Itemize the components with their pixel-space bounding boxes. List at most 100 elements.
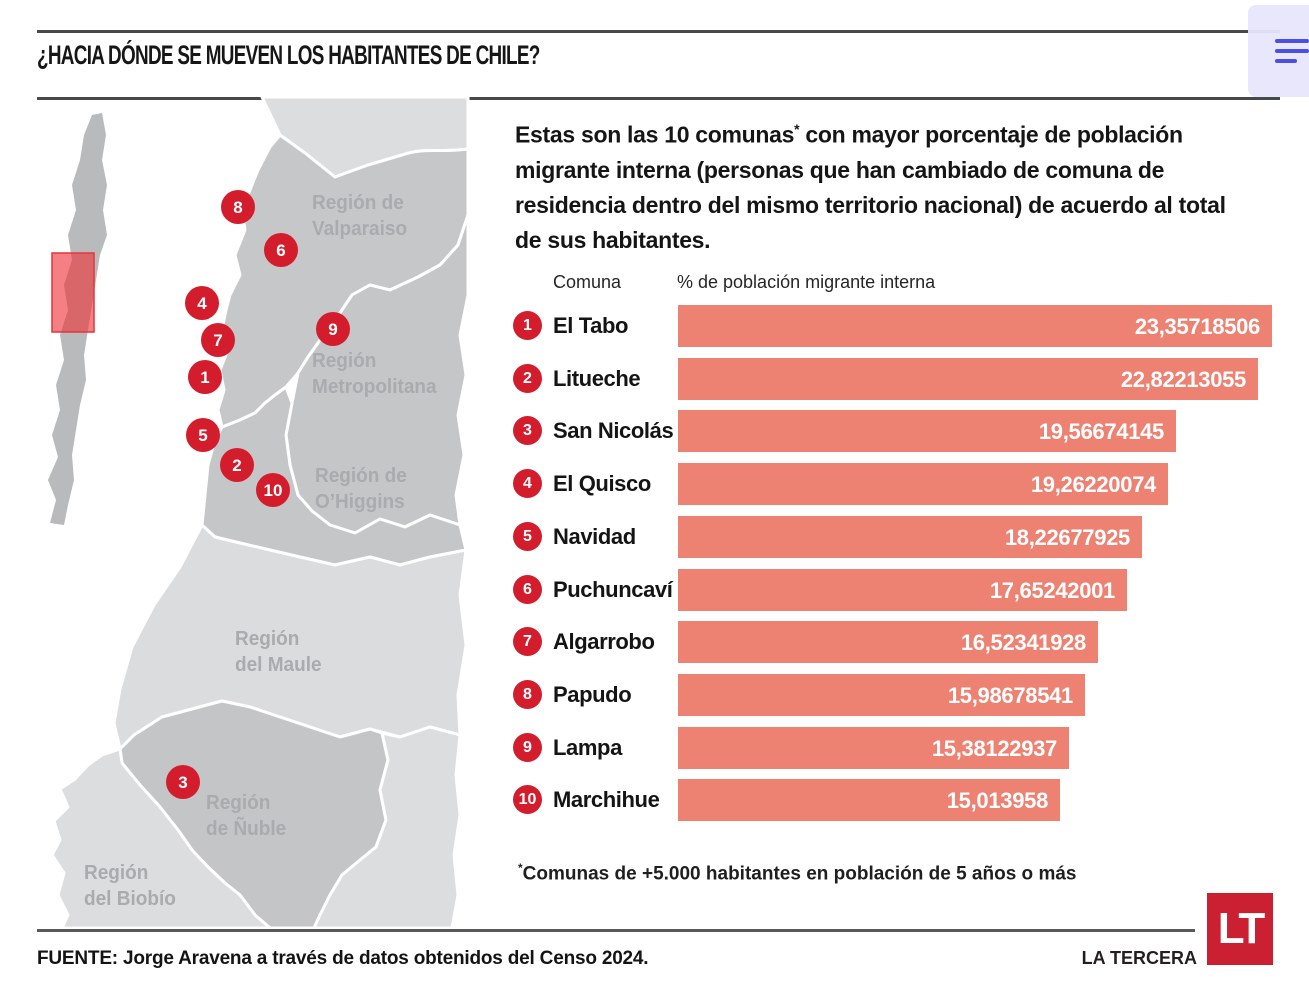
bar-row: 10 Marchihue 15,013958 — [0, 779, 1309, 822]
map-marker-number: 10 — [264, 481, 283, 500]
minimap-highlight-rect — [51, 252, 95, 333]
map-marker-6: 6 — [264, 233, 298, 267]
map-marker-number: 1 — [200, 368, 209, 387]
bar: 15,38122937 — [678, 726, 1069, 769]
map-marker-circle — [220, 448, 254, 482]
column-header-value: % de población migrante interna — [677, 272, 936, 292]
comuna-label: El Quisco — [553, 471, 651, 497]
hamburger-menu-icon — [1275, 39, 1309, 43]
bar: 19,26220074 — [678, 463, 1168, 506]
comuna-label: Litueche — [553, 365, 641, 391]
intro-line: Estas son las 10 comunas* con mayor porc… — [515, 121, 1183, 148]
intro-line: residencia dentro del mismo territorio n… — [515, 191, 1226, 218]
map-label-line: Región — [206, 792, 271, 814]
bar: 17,65242001 — [678, 568, 1127, 611]
bar-value-label: 15,38122937 — [931, 735, 1057, 761]
bar-value-label: 16,52341928 — [960, 630, 1086, 656]
brand-name: LA TERCERA — [1081, 948, 1197, 968]
map-marker-1: 1 — [188, 360, 222, 394]
map-marker-number: 2 — [232, 456, 241, 475]
bar: 18,22677925 — [678, 515, 1142, 558]
map-marker-circle — [188, 360, 222, 394]
map-marker-circle — [256, 473, 290, 507]
map-marker-circle — [316, 312, 350, 346]
bar-row: 3 San Nicolás 19,56674145 — [0, 410, 1309, 453]
map-label-line: de Ñuble — [206, 818, 287, 840]
comuna-label: Navidad — [553, 523, 636, 549]
map-marker-circle — [264, 233, 298, 267]
map-label-line: Metropolitana — [312, 376, 437, 398]
map-marker-number: 4 — [197, 294, 207, 313]
menu-button[interactable] — [1248, 5, 1309, 97]
map-area: 1 2 3 4 5 6 7 8 9 10 Región de Valparaiso Región … — [30, 95, 470, 938]
comuna-label: Marchihue — [553, 787, 660, 813]
map-region-biobio — [50, 747, 272, 930]
bar: 19,56674145 — [678, 410, 1176, 453]
map-marker-number: 9 — [328, 320, 337, 339]
bar-row: 6 Puchuncaví 17,65242001 — [0, 568, 1309, 611]
comuna-label: Lampa — [553, 734, 622, 760]
map-label-line: Región de — [315, 465, 407, 487]
comuna-label: San Nicolás — [553, 418, 674, 444]
asterisk: * — [794, 121, 800, 137]
map-marker-5: 5 — [186, 418, 220, 452]
rank-badge: 1 — [513, 311, 542, 340]
hamburger-menu-icon — [1275, 49, 1309, 53]
map-marker-number: 5 — [198, 426, 207, 445]
intro-line: migrante interna (personas que han cambi… — [515, 156, 1165, 183]
map-label-valparaiso: Región de Valparaiso — [312, 190, 407, 242]
intro-line: de sus habitantes. — [515, 226, 711, 253]
map-marker-circle — [201, 323, 235, 357]
bar-value-label: 18,22677925 — [1004, 524, 1130, 550]
bar: 15,98678541 — [678, 673, 1085, 716]
bar-row: 2 Litueche 22,82213055 — [0, 357, 1309, 400]
comuna-label: Puchuncaví — [553, 576, 673, 602]
map-label-line: del Biobío — [84, 888, 176, 910]
bar-row: 1 El Tabo 23,35718506 — [0, 305, 1309, 347]
bar-value-label: 17,65242001 — [989, 577, 1115, 603]
map-marker-number: 7 — [213, 331, 222, 350]
map-label-line: Valparaiso — [312, 218, 408, 240]
bar-value-label: 15,98678541 — [947, 682, 1073, 708]
map-label-line: Región — [84, 862, 149, 884]
bar: 16,52341928 — [678, 621, 1098, 664]
map-marker-circle — [186, 418, 220, 452]
source-credit: FUENTE: Jorge Aravena a través de datos … — [37, 948, 649, 969]
rank-badge: 9 — [513, 732, 542, 762]
region-map-svg: 1 2 3 4 5 6 7 8 9 10 — [48, 95, 470, 930]
bar-value-label: 15,013958 — [946, 788, 1049, 814]
bar-row: 4 El Quisco 19,26220074 — [0, 463, 1309, 506]
footer-rule — [37, 929, 1195, 932]
map-marker-circle — [185, 286, 219, 320]
map-label-line: del Maule — [235, 654, 322, 676]
header-top-rule — [37, 30, 1280, 33]
bar-row: 7 Algarrobo 16,52341928 — [0, 621, 1309, 664]
asterisk: * — [518, 861, 523, 875]
map-label-metropolitana: Región Metropolitana — [312, 348, 437, 400]
map-marker-4: 4 — [185, 286, 219, 320]
rank-badge: 4 — [513, 469, 542, 499]
map-label-ohiggins: Región de O’Higgins — [315, 463, 407, 515]
map-marker-2: 2 — [220, 448, 254, 482]
map-label-line: Región — [235, 628, 300, 650]
footnote: *Comunas de +5.000 habitantes en poblaci… — [518, 861, 1077, 885]
rank-badge: 8 — [513, 679, 542, 709]
rank-badge: 5 — [513, 521, 542, 551]
rank-badge: 10 — [513, 785, 542, 815]
map-marker-7: 7 — [201, 323, 235, 357]
map-label-maule: Región del Maule — [235, 626, 322, 678]
rank-badge: 3 — [513, 416, 542, 446]
hamburger-menu-icon — [1275, 59, 1297, 63]
map-marker-number: 6 — [276, 241, 285, 260]
rank-badge: 2 — [513, 363, 542, 393]
map-label-biobio: Región del Biobío — [84, 860, 176, 912]
map-label-line: O’Higgins — [315, 491, 405, 513]
bar-row: 9 Lampa 15,38122937 — [0, 726, 1309, 769]
map-label-line: Región — [312, 350, 377, 372]
map-region-biobio-east — [312, 725, 462, 930]
bar-value-label: 22,82213055 — [1120, 366, 1246, 392]
map-label-nuble: Región de Ñuble — [206, 790, 286, 842]
bar: 15,013958 — [678, 779, 1060, 822]
map-marker-number: 8 — [233, 198, 242, 217]
